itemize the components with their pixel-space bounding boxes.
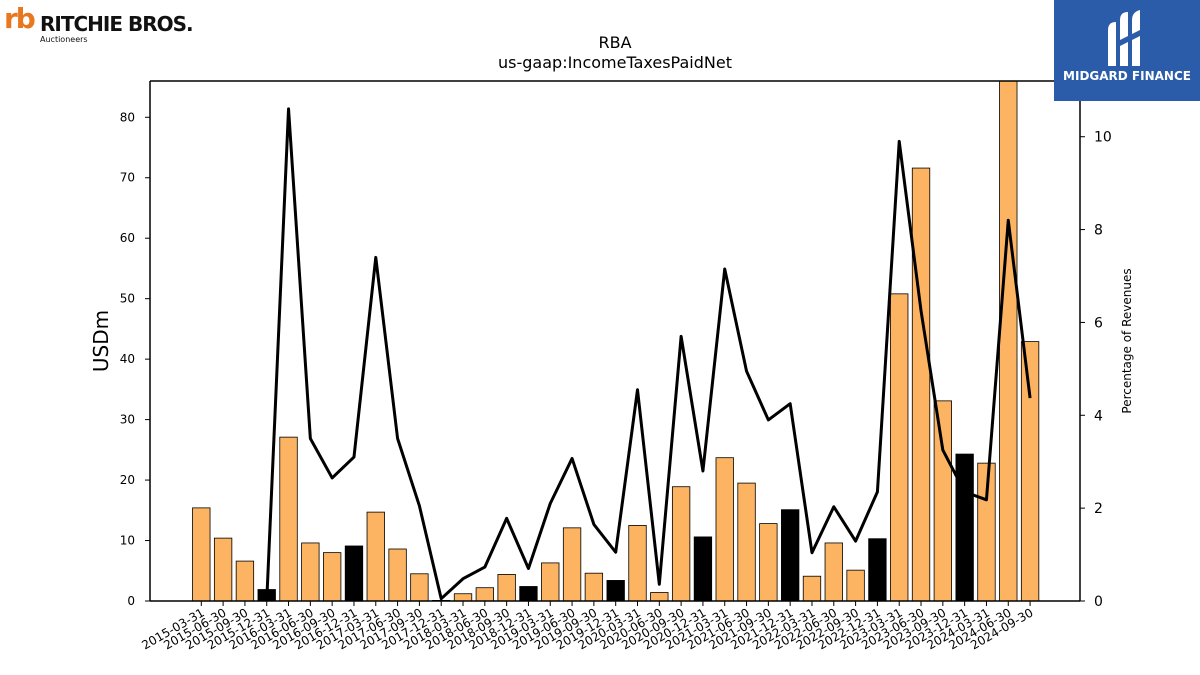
y-tick-label: 40 [120,352,135,366]
bar [911,167,931,602]
y2-axis-label: Percentage of Revenues [1120,268,1134,413]
bar [802,575,822,602]
bar [388,548,407,602]
revenue-percentage-line [265,107,1032,602]
ticks-layer: 0102030405060708002468102015-03-312015-0… [120,110,1112,652]
bar [235,560,255,602]
bar [213,537,233,602]
y2-tick-label: 4 [1094,408,1103,424]
y2-tick-label: 8 [1094,223,1103,239]
bar [519,586,538,602]
bar [497,574,516,602]
bar [693,536,713,602]
y2-tick-label: 10 [1094,130,1112,146]
bar [606,580,625,602]
bar [301,542,320,602]
bar [955,453,974,602]
bar [650,592,669,602]
bar [671,486,691,602]
bar [344,545,364,602]
line-layer [265,107,1032,602]
y-tick-label: 50 [120,292,135,306]
bar [410,573,429,602]
bar [541,562,560,602]
bar [890,293,909,602]
bar [933,400,952,602]
bar [192,507,211,602]
bar [715,457,734,602]
y2-tick-label: 6 [1094,315,1103,331]
bar [584,572,604,602]
bar [628,525,647,602]
y2-tick-label: 2 [1094,501,1103,517]
ritchie-bros-subtitle: Auctioneers [40,35,88,44]
y-tick-label: 0 [127,594,135,608]
bar [453,593,473,602]
bar [846,569,865,602]
y-tick-label: 80 [120,110,135,124]
ritchie-bros-name: RITCHIE BROS. [40,12,194,36]
bar [1020,341,1040,602]
bar [475,587,494,602]
y-axis-label: USDm [89,310,113,372]
y-tick-label: 60 [120,231,135,245]
bar [999,80,1018,602]
ritchie-bros-logo: rb RITCHIE BROS. Auctioneers [4,2,194,48]
midgard-emblem-icon [1108,10,1140,66]
bar [366,511,385,602]
chart-title: RBA [598,33,631,52]
chart-subtitle: us-gaap:IncomeTaxesPaidNet [498,53,732,72]
bar [824,542,843,602]
axes-layer [149,80,1081,602]
y-tick-label: 30 [120,413,135,427]
bar [737,482,756,602]
bar [323,552,342,602]
rb-mark: rb [4,2,36,35]
bars-layer [192,80,1040,602]
y-tick-label: 20 [120,473,135,487]
y-tick-label: 70 [120,171,135,185]
midgard-finance-name: MIDGARD FINANCE [1063,69,1191,83]
bar [759,523,778,602]
bar [868,538,887,602]
midgard-finance-logo: MIDGARD FINANCE [1054,0,1200,101]
bar [279,436,298,602]
y2-tick-label: 0 [1094,594,1103,610]
y-tick-label: 10 [120,534,135,548]
bar [562,527,582,602]
bar [781,509,800,602]
